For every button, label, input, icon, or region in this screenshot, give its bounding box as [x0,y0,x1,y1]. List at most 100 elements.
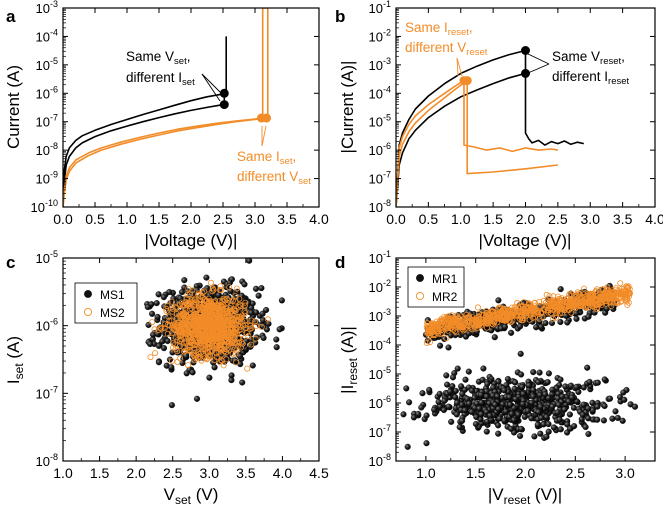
scatter-point-ms2 [235,316,242,323]
scatter-point-mr1 [473,413,480,421]
scatter-point-mr2 [426,339,433,346]
scatter-point-ms1 [153,300,160,307]
scatter-point-ms2 [217,314,224,321]
scatter-point-ms2 [209,285,216,292]
series-line-black [63,92,225,207]
scatter-point-mr1 [544,379,551,386]
scatter-point-ms2 [219,328,226,335]
scatter-point-mr2 [546,293,553,300]
scatter-point-ms2 [175,319,182,326]
panel-a-ylabel: Current (A) [4,65,23,149]
scatter-point-mr2 [425,327,432,334]
scatter-point-mr1 [536,317,543,324]
scatter-point-mr1 [550,424,557,431]
scatter-point-ms2 [189,287,196,294]
legend-box [407,266,465,308]
scatter-point-ms1 [160,345,168,352]
scatter-point-ms2 [181,348,188,355]
scatter-point-mr1 [530,369,537,376]
scatter-point-ms2 [151,326,158,333]
scatter-point-mr1 [543,413,550,421]
scatter-point-mr2 [426,330,433,337]
scatter-point-mr2 [502,312,509,319]
scatter-point-mr1 [472,420,479,428]
scatter-point-mr1 [453,411,460,418]
scatter-point-mr1 [584,364,591,371]
scatter-point-mr2 [531,310,538,317]
annotation-line2: different Ireset [552,69,630,87]
panel-b-annotation-black: Same Vreset, different Ireset [527,49,630,87]
scatter-point-ms1 [203,274,210,281]
scatter-point-mr2 [543,291,550,298]
scatter-point-ms2 [169,344,176,351]
x-tick-label: 4.0 [309,211,329,227]
scatter-point-mr1 [518,425,525,432]
scatter-point-ms2 [171,341,178,348]
scatter-point-mr2 [572,303,579,310]
scatter-point-mr1 [564,421,571,428]
scatter-point-mr1 [565,398,572,405]
scatter-point-mr2 [481,319,488,326]
scatter-point-ms2 [174,348,181,355]
legend-marker-ms1 [84,290,92,298]
scatter-point-mr1 [534,421,541,428]
scatter-point-ms1 [154,313,161,320]
scatter-point-mr2 [466,313,473,320]
scatter-point-ms2 [192,334,199,341]
scatter-point-ms2 [253,322,260,329]
scatter-point-mr1 [563,312,570,319]
scatter-point-mr1 [483,393,490,400]
scatter-point-ms2 [191,341,198,348]
scatter-point-ms1 [255,292,262,299]
scatter-point-ms2 [178,311,185,318]
panel-d: d 1.0 1.5 2.0 2.5 3.0 10-8 10-7 10-6 10-5 10-4 10-… [335,249,656,507]
scatter-point-ms2 [184,362,191,369]
legend-label-ms2: MS2 [100,306,125,320]
scatter-point-ms2 [168,298,175,305]
scatter-point-mr1 [533,324,540,331]
scatter-point-ms2 [229,350,236,357]
series-line-black [396,72,526,207]
scatter-point-ms1 [193,395,201,402]
y-tick-label: 10-6 [36,317,58,334]
scatter-point-mr2 [456,319,463,326]
scatter-point-mr2 [573,296,580,303]
panel-a-annotation-black: Same Vset, different Iset [126,49,221,102]
data-point-black [219,88,229,98]
scatter-point-ms2 [196,354,203,361]
scatter-point-ms2 [147,354,154,361]
scatter-point-mr1 [462,376,469,383]
scatter-point-mr1 [496,415,503,422]
scatter-point-mr1 [518,371,525,378]
scatter-point-ms2 [161,325,168,332]
scatter-point-ms2 [248,317,255,324]
scatter-point-mr1 [601,376,608,383]
scatter-point-ms2 [187,311,194,318]
x-tick-label: 3.0 [200,465,220,481]
y-tick-label: 10-3 [369,56,391,73]
panel-d-letter: d [335,253,345,272]
scatter-point-ms2 [211,303,218,310]
scatter-point-ms2 [211,357,218,364]
scatter-point-mr1 [384,386,390,392]
scatter-point-mr1 [507,401,514,408]
scatter-point-mr2 [444,325,451,332]
scatter-point-mr2 [484,318,491,325]
scatter-point-ms2 [199,289,206,296]
scatter-point-ms1 [249,362,256,369]
scatter-point-ms2 [195,300,202,307]
scatter-point-mr1 [612,408,619,415]
scatter-point-ms2 [209,320,216,327]
y-tick-label: 10-8 [369,198,391,215]
scatter-point-mr1 [517,432,524,440]
scatter-point-mr1 [557,376,564,383]
scatter-point-ms1 [252,285,260,292]
legend-marker-ms2 [83,307,93,317]
x-tick-label: 0.0 [53,211,73,227]
scatter-point-ms1 [265,320,272,327]
scatter-point-ms2 [161,321,168,328]
scatter-point-ms1 [241,281,248,288]
series-line-orange [63,117,265,207]
scatter-point-mr1 [454,365,461,372]
scatter-point-mr1 [483,428,490,435]
